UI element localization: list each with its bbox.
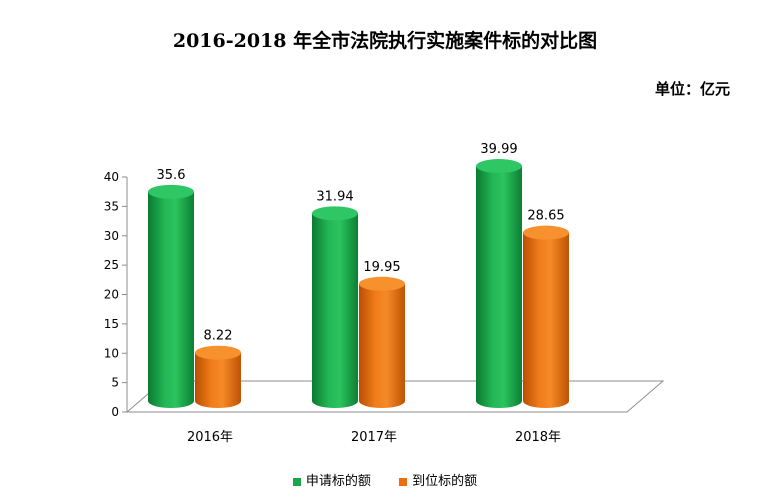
legend-label-1: 到位标的额 <box>412 474 478 489</box>
x-tick-label: 2017年 <box>351 430 397 445</box>
y-tick-label: 30 <box>104 229 119 243</box>
unit-label: 单位：亿元 <box>654 80 730 98</box>
bar-top <box>148 184 194 199</box>
bar <box>523 225 569 408</box>
y-tick-label: 15 <box>104 317 119 331</box>
y-tick-label: 35 <box>104 199 119 213</box>
legend-swatch-0 <box>292 477 301 486</box>
bar-top <box>476 159 522 174</box>
chart-title: 2016-2018 年全市法院执行实施案件标的对比图 <box>172 30 598 52</box>
bar-body <box>523 232 569 408</box>
y-tick-label: 25 <box>104 258 119 272</box>
bar <box>312 206 358 408</box>
bar-body <box>312 213 358 408</box>
x-tick-label: 2018年 <box>515 430 561 445</box>
data-label: 8.22 <box>204 329 233 344</box>
bar-top <box>359 276 405 291</box>
bar-body <box>476 166 522 408</box>
x-tick-label: 2016年 <box>187 430 233 445</box>
y-tick-label: 0 <box>111 405 119 419</box>
legend-item-series-0: 申请标的额 <box>292 470 371 489</box>
y-tick-label: 10 <box>104 346 119 360</box>
data-label: 19.95 <box>363 260 400 275</box>
y-tick-label: 5 <box>111 376 119 390</box>
data-label: 31.94 <box>316 189 353 204</box>
bar-top <box>523 225 569 240</box>
data-labels: 35.6 8.22 31.94 19.95 39.99 28.65 <box>157 142 565 344</box>
bar-body <box>359 283 405 408</box>
legend-swatch-1 <box>399 477 408 486</box>
y-tick-label: 40 <box>104 170 119 184</box>
bar-body <box>195 352 241 408</box>
bar-top <box>195 345 241 360</box>
bar-body <box>148 191 194 408</box>
bars <box>148 159 569 408</box>
legend-label-0: 申请标的额 <box>305 474 371 489</box>
y-tick-label: 20 <box>104 288 119 302</box>
bar <box>476 159 522 408</box>
legend: 申请标的额 到位标的额 <box>0 470 770 489</box>
data-label: 35.6 <box>157 168 186 183</box>
data-label: 28.65 <box>527 209 564 224</box>
bar-top <box>312 206 358 221</box>
bar <box>195 345 241 408</box>
data-label: 39.99 <box>480 142 517 157</box>
bar <box>148 184 194 408</box>
legend-item-series-1: 到位标的额 <box>399 470 477 489</box>
bar <box>359 276 405 408</box>
